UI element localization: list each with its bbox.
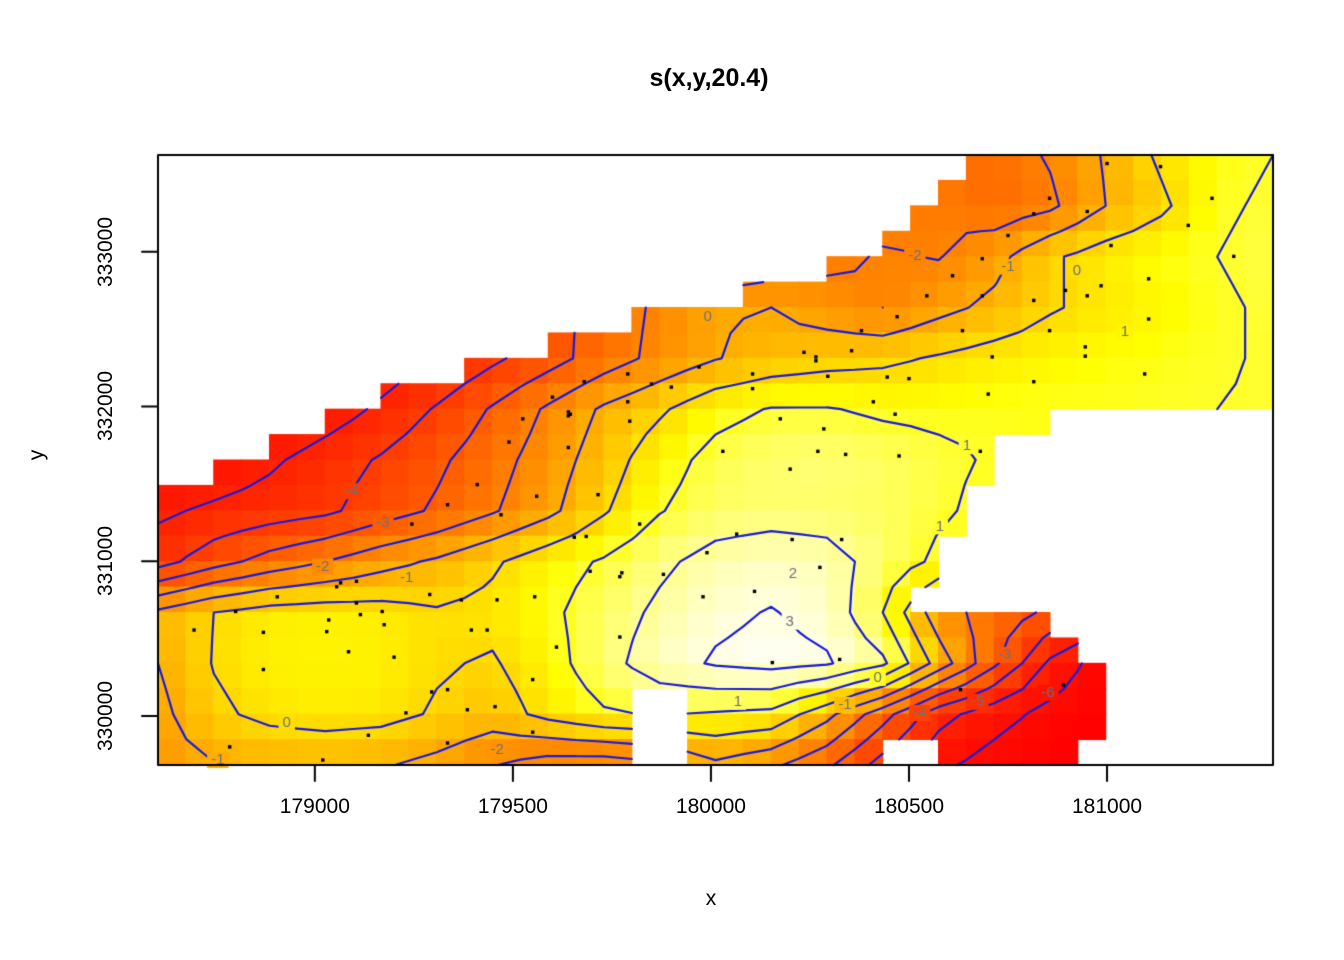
- y-tick-label: 332000: [94, 371, 117, 442]
- x-tick-label: 180500: [873, 795, 945, 818]
- x-tick-label: 179000: [279, 795, 350, 818]
- y-tick-label: 331000: [94, 526, 117, 597]
- y-axis-label: y: [25, 449, 48, 461]
- chart-title: s(x,y,20.4): [649, 64, 769, 92]
- x-axis-label: x: [705, 887, 717, 910]
- x-tick-label: 179500: [477, 795, 548, 818]
- y-tick-label: 330000: [94, 680, 117, 751]
- x-tick-label: 181000: [1071, 795, 1143, 818]
- x-tick-label: 180000: [675, 795, 746, 818]
- y-tick-label: 333000: [94, 216, 117, 287]
